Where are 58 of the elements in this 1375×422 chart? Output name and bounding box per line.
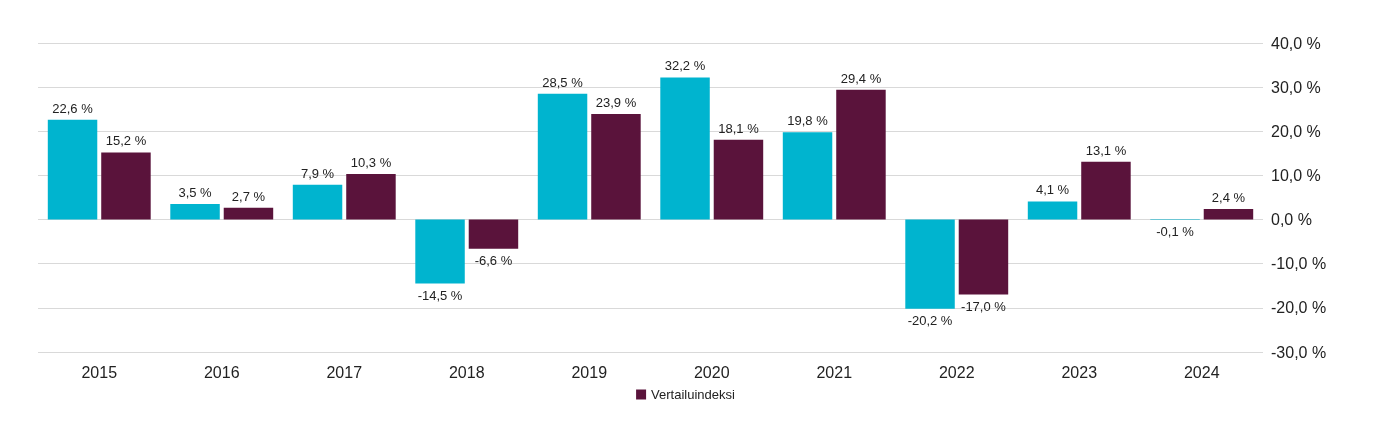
bar: [170, 204, 220, 220]
data-label: 13,1 %: [1085, 142, 1127, 158]
legend-label: Vertailuindeksi: [651, 387, 736, 402]
data-label: 2,7 %: [231, 188, 266, 204]
y-tick-label: 20,0 %: [1271, 122, 1321, 140]
data-label: 32,2 %: [664, 58, 706, 74]
x-tick-label: 2022: [938, 363, 975, 381]
bar: [958, 219, 1009, 295]
y-tick-label: 30,0 %: [1271, 78, 1321, 96]
data-label: 10,3 %: [350, 155, 392, 171]
data-label: -0,1 %: [1156, 224, 1195, 240]
data-label: 19,8 %: [787, 113, 829, 129]
x-tick-label: 2015: [81, 363, 118, 381]
bar: [660, 77, 710, 220]
bar: [713, 139, 764, 220]
data-label: -20,2 %: [907, 312, 953, 328]
x-tick-label: 2023: [1061, 363, 1098, 381]
bar: [1203, 208, 1254, 220]
y-tick-label: 40,0 %: [1271, 34, 1321, 52]
y-tick-label: 10,0 %: [1271, 166, 1321, 184]
data-label: 3,5 %: [178, 185, 213, 201]
data-label: -17,0 %: [961, 298, 1007, 314]
bar: [782, 132, 833, 220]
bar: [591, 114, 641, 220]
bar: [292, 184, 343, 220]
data-label: 28,5 %: [542, 74, 584, 90]
y-tick-label: -30,0 %: [1271, 343, 1327, 361]
data-label: 2,4 %: [1211, 189, 1246, 205]
data-label: 15,2 %: [105, 133, 147, 149]
bar: [905, 219, 955, 309]
bar: [468, 219, 519, 249]
data-label: 22,6 %: [52, 100, 94, 116]
x-tick-label: 2016: [203, 363, 240, 381]
bar: [537, 93, 588, 220]
bar: [1027, 201, 1078, 220]
x-tick-label: 2019: [571, 363, 608, 381]
data-label: 18,1 %: [718, 120, 760, 136]
bar: [47, 119, 98, 220]
x-tick-label: 2024: [1183, 363, 1220, 381]
data-label: 7,9 %: [300, 165, 335, 181]
x-tick-label: 2020: [693, 363, 730, 381]
x-tick-label: 2018: [448, 363, 485, 381]
data-label: -6,6 %: [474, 252, 513, 268]
y-tick-label: 0,0 %: [1271, 211, 1312, 229]
bar: [1081, 161, 1131, 220]
bar: [415, 219, 465, 284]
data-label: -14,5 %: [417, 287, 463, 303]
y-tick-label: -10,0 %: [1271, 255, 1327, 273]
data-label: 29,4 %: [840, 70, 882, 86]
bar: [223, 207, 274, 220]
x-tick-label: 2017: [326, 363, 363, 381]
bar: [836, 89, 886, 220]
bar: [346, 174, 396, 220]
x-tick-label: 2021: [816, 363, 853, 381]
y-tick-label: -20,0 %: [1271, 299, 1327, 317]
data-label: 4,1 %: [1035, 182, 1070, 198]
data-label: 23,9 %: [595, 95, 637, 111]
bar: [101, 152, 151, 220]
